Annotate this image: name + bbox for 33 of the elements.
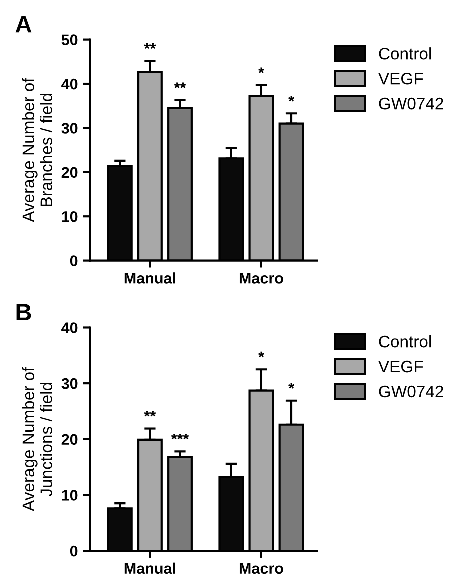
y-tick-label: 0 (70, 546, 78, 557)
legend-label: GW0742 (379, 386, 444, 398)
chart-title: B (16, 304, 32, 320)
legend-label: VEGF (378, 360, 424, 373)
y-axis-title: Average Number of Junctions / field (22, 367, 52, 512)
legend-label: GW0742 (379, 98, 444, 110)
annotation: * (288, 383, 294, 389)
annotation: ** (144, 411, 156, 417)
y-axis-title: Average Number of Branches / field (22, 78, 52, 222)
y-tick-label: 0 (70, 256, 78, 266)
x-tick-label: Manual (124, 272, 176, 284)
y-tick-label: 30 (62, 378, 78, 390)
annotation: ** (144, 43, 156, 50)
y-tick-label: 50 (62, 34, 78, 46)
y-tick-label: 20 (62, 167, 78, 178)
legend-label: VEGF (378, 72, 424, 85)
annotation: ** (174, 82, 186, 88)
y-tick-label: 20 (62, 434, 78, 446)
legend-label: Control (379, 48, 432, 60)
annotation: *** (171, 434, 190, 440)
annotation: * (258, 68, 264, 74)
x-tick-label: Manual (124, 562, 176, 574)
y-tick-label: 10 (62, 490, 78, 501)
y-tick-label: 30 (62, 123, 78, 134)
y-tick-label: 40 (62, 322, 78, 334)
x-tick-label: Macro (240, 563, 284, 574)
y-tick-label: 40 (62, 78, 78, 90)
chart-title: A (16, 16, 32, 33)
y-tick-label: 10 (62, 211, 78, 222)
legend-label: Control (379, 335, 432, 348)
x-tick-label: Macro (240, 273, 284, 284)
annotation: * (258, 352, 264, 358)
annotation: * (288, 96, 294, 102)
